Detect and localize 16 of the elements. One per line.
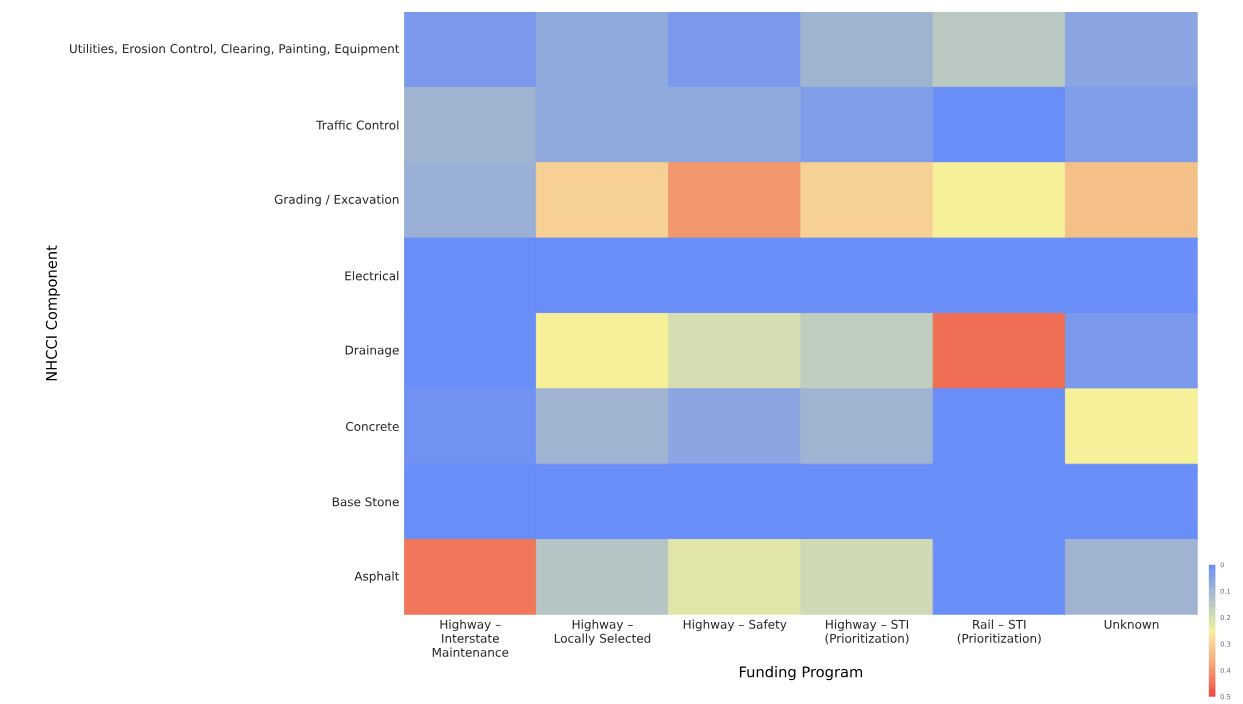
y-axis-title: NHCCI Component [45, 245, 60, 381]
y-tick-label: Utilities, Erosion Control, Clearing, Painting, Equipment [70, 43, 400, 56]
y-tick-label: Traffic Control [316, 120, 399, 130]
y-tick-label: Concrete [345, 421, 399, 431]
x-tick-label: Rail – STI (Prioritization) [957, 619, 1041, 645]
x-tick-label: Highway – STI (Prioritization) [825, 619, 909, 645]
x-tick-label: Highway – Safety [683, 619, 787, 632]
x-tick-label: Highway – Locally Selected [554, 619, 651, 646]
y-tick-label: Base Stone [332, 497, 399, 507]
x-tick-label: Unknown [1104, 619, 1159, 629]
x-axis-title: Funding Program [739, 665, 863, 681]
y-tick-label: Electrical [345, 271, 399, 281]
y-tick-label: Drainage [345, 345, 399, 357]
y-tick-label: Asphalt [354, 571, 400, 583]
x-tick-label: Highway – Interstate Maintenance [432, 619, 509, 657]
y-tick-label: Grading / Excavation [274, 194, 399, 207]
